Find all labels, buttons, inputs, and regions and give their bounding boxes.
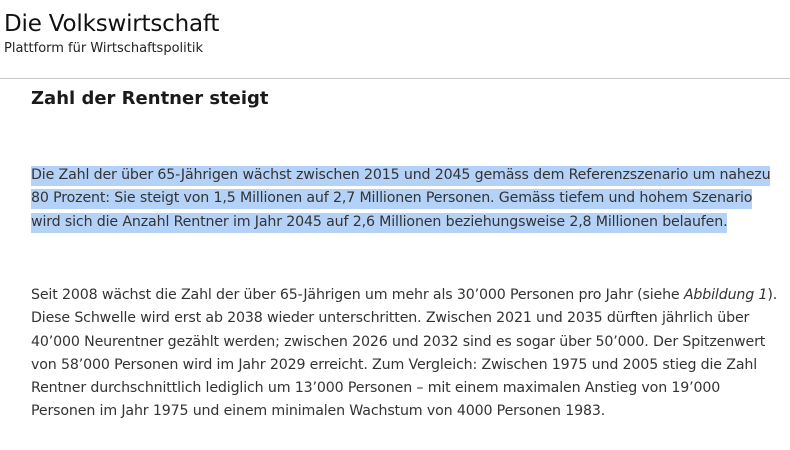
article-heading: Zahl der Rentner steigt bbox=[31, 88, 269, 109]
figure-reference: Abbildung 1 bbox=[683, 287, 768, 303]
article-paragraph-selected[interactable]: Die Zahl der über 65-Jährigen wächst zwi… bbox=[31, 164, 779, 234]
article: Zahl der Rentner steigt Die Zahl der übe… bbox=[31, 86, 779, 419]
text-selection[interactable]: Die Zahl der über 65-Jährigen wächst zwi… bbox=[31, 166, 771, 233]
header-divider bbox=[0, 78, 790, 79]
paragraph-text-end: ). Diese Schwelle wird erst ab 2038 wied… bbox=[31, 287, 778, 420]
site-title[interactable]: Die Volkswirtschaft bbox=[4, 11, 220, 37]
paragraph-text-start: Seit 2008 wächst die Zahl der über 65-Jä… bbox=[31, 287, 684, 303]
site-subtitle: Plattform für Wirtschaftspolitik bbox=[4, 41, 203, 56]
article-paragraph[interactable]: Seit 2008 wächst die Zahl der über 65-Jä… bbox=[31, 284, 779, 424]
site-header: Die Volkswirtschaft Plattform für Wirtsc… bbox=[4, 10, 219, 58]
